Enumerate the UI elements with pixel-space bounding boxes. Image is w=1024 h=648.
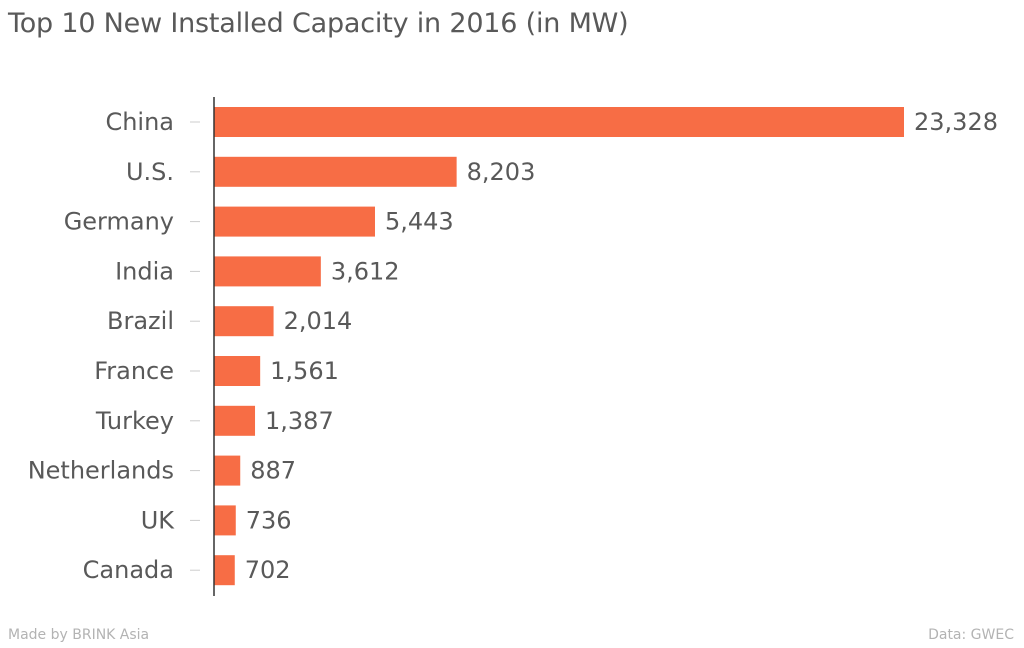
value-label-china: 23,328: [914, 108, 998, 136]
category-label-france: France: [94, 357, 174, 385]
bars-layer: China 23,328 U.S. 8,203 Germany 5,443 India 3,6…: [28, 107, 998, 586]
category-label-india: India: [115, 257, 174, 285]
bar-u-s: [214, 156, 457, 187]
bar-canada: [214, 555, 235, 586]
bar-germany: [214, 206, 375, 237]
bar-china: [214, 107, 904, 137]
bar-netherlands: [214, 455, 241, 486]
footer-source: Data: GWEC: [928, 627, 1014, 643]
category-label-china: China: [105, 108, 174, 136]
bar-india: [214, 256, 321, 287]
value-label-uk: 736: [246, 506, 292, 534]
chart-title: Top 10 New Installed Capacity in 2016 (i…: [8, 8, 629, 39]
bar-turkey: [214, 405, 256, 436]
bar-uk: [214, 505, 236, 536]
value-label-germany: 5,443: [385, 208, 454, 236]
category-label-turkey: Turkey: [95, 407, 174, 435]
bar-brazil: [214, 306, 274, 337]
bar-france: [214, 356, 261, 386]
category-label-canada: Canada: [83, 556, 174, 584]
category-label-netherlands: Netherlands: [28, 457, 174, 485]
category-label-uk: UK: [141, 506, 176, 534]
category-label-germany: Germany: [64, 208, 174, 236]
value-label-canada: 702: [245, 556, 291, 584]
category-label-brazil: Brazil: [107, 307, 174, 335]
category-label-u-s: U.S.: [126, 158, 174, 186]
value-label-france: 1,561: [270, 357, 339, 385]
value-label-brazil: 2,014: [284, 307, 353, 335]
value-label-turkey: 1,387: [265, 407, 334, 435]
value-label-netherlands: 887: [250, 457, 296, 485]
value-label-india: 3,612: [331, 257, 400, 285]
value-label-u-s: 8,203: [467, 158, 536, 186]
footer-credit: Made by BRINK Asia: [8, 627, 150, 643]
